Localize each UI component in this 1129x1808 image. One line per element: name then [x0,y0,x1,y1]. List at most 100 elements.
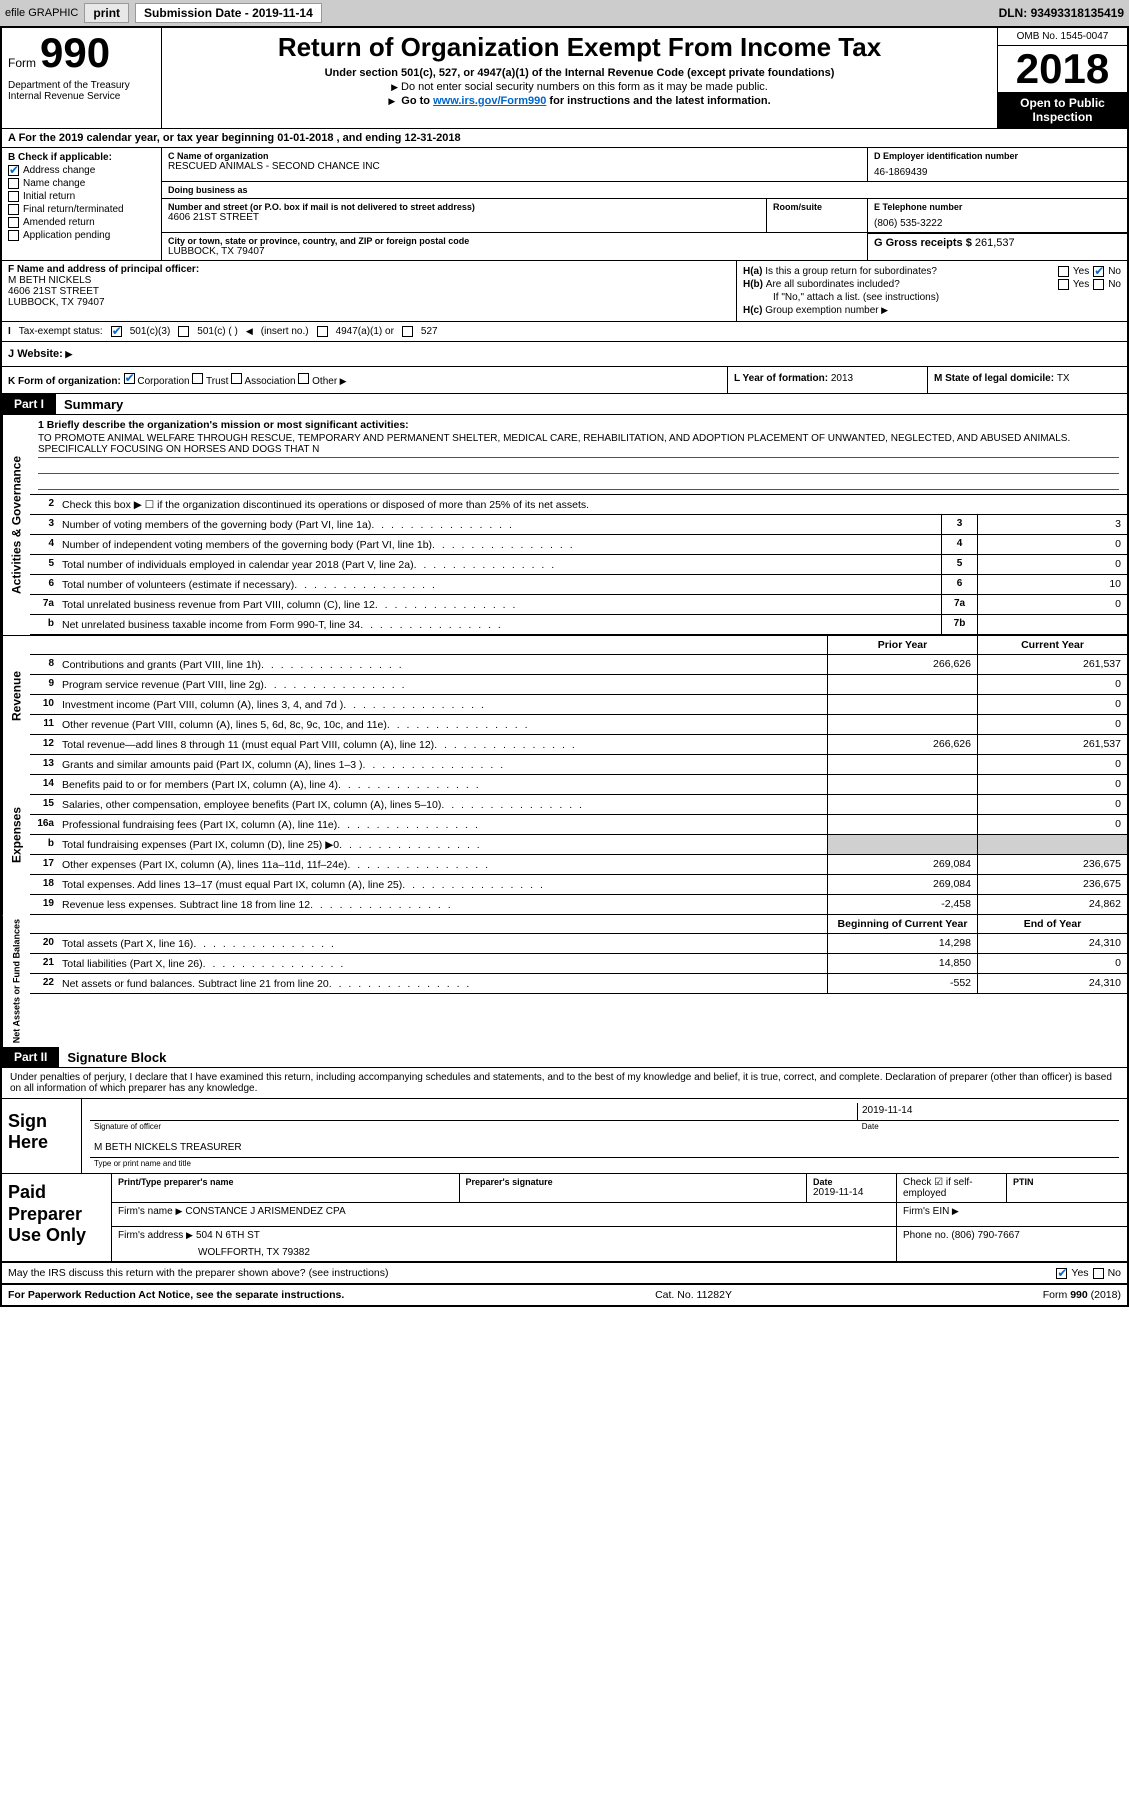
linebox-5: 5 [941,555,977,574]
na-text-21: Total liabilities (Part X, line 26) [58,954,827,973]
527-checkbox[interactable] [402,326,413,337]
rev-curr-10: 0 [977,695,1127,714]
header-middle: Return of Organization Exempt From Incom… [162,28,997,128]
ha-label: H(a) [743,266,762,277]
rev-num-9: 9 [30,675,58,694]
header-right: OMB No. 1545-0047 2018 Open to Public In… [997,28,1127,128]
linenum-4: 4 [30,535,58,554]
chk-label-2: Initial return [23,191,75,202]
501c-checkbox[interactable] [178,326,189,337]
rev-line-9: 9 Program service revenue (Part VIII, li… [30,675,1127,695]
city-value: LUBBOCK, TX 79407 [168,246,861,257]
form-ref: Form 990 (2018) [1043,1289,1121,1301]
dln-label: DLN: [999,6,1031,20]
revenue-section: Revenue Prior Year Current Year 8 Contri… [2,635,1127,755]
discuss-no-checkbox[interactable] [1093,1268,1104,1279]
rev-text-9: Program service revenue (Part VIII, line… [58,675,827,694]
rev-curr-11: 0 [977,715,1127,734]
paid-preparer-label: Paid Preparer Use Only [2,1174,112,1261]
exp-num-14: 14 [30,775,58,794]
part2-title: Signature Block [59,1050,166,1065]
form-word: Form [8,56,36,70]
opt-corp: Corporation [137,376,189,387]
checkbox-initial-return[interactable] [8,191,19,202]
4947-checkbox[interactable] [317,326,328,337]
checkbox-app-pending[interactable] [8,230,19,241]
linenum-3: 3 [30,515,58,534]
opt-4947: 4947(a)(1) or [336,326,394,337]
ein-label: D Employer identification number [874,151,1121,161]
print-button[interactable]: print [84,3,129,23]
other-checkbox[interactable] [298,373,309,384]
submission-label: Submission Date - [144,6,252,20]
checkbox-address-change[interactable] [8,165,19,176]
city-label: City or town, state or province, country… [168,236,861,246]
phone-value: (806) 535-3222 [874,218,1121,229]
exp-line-18: 18 Total expenses. Add lines 13–17 (must… [30,875,1127,895]
current-year-hdr: Current Year [977,636,1127,654]
eoy-hdr: End of Year [977,915,1127,933]
exp-line-19: 19 Revenue less expenses. Subtract line … [30,895,1127,915]
exp-curr-16a: 0 [977,815,1127,834]
cat-no: Cat. No. 11282Y [655,1289,732,1301]
form-number: 990 [40,32,110,74]
exp-line-16a: 16a Professional fundraising fees (Part … [30,815,1127,835]
officer-signature-field[interactable] [90,1103,857,1120]
exp-prior-14 [827,775,977,794]
discuss-yes-checkbox[interactable] [1056,1268,1067,1279]
firm-name-label: Firm's name [118,1206,173,1217]
exp-prior-13 [827,755,977,774]
checkbox-amended[interactable] [8,217,19,228]
org-name-cell: C Name of organization RESCUED ANIMALS -… [162,148,867,181]
irs-link[interactable]: www.irs.gov/Form990 [433,95,546,107]
linetext-6: Total number of volunteers (estimate if … [58,575,941,594]
section-b: B Check if applicable: Address change Na… [2,148,162,260]
efile-graphic-label: efile GRAPHIC [5,7,78,19]
footer-row: For Paperwork Reduction Act Notice, see … [2,1285,1127,1305]
trust-checkbox[interactable] [192,373,203,384]
corp-checkbox[interactable] [124,373,135,384]
rev-text-8: Contributions and grants (Part VIII, lin… [58,655,827,674]
room-cell: Room/suite [767,199,867,232]
na-line-21: 21 Total liabilities (Part X, line 26) 1… [30,954,1127,974]
i-label: I [8,326,11,337]
j-text: Website: [17,348,72,360]
exp-text-15: Salaries, other compensation, employee b… [58,795,827,814]
hb-yes-label: Yes [1073,279,1089,290]
exp-num-19: 19 [30,895,58,914]
firm-city: WOLFFORTH, TX 79382 [118,1247,890,1258]
opt-other: Other [312,376,346,387]
ha-no-checkbox[interactable] [1093,266,1104,277]
exp-line-17: 17 Other expenses (Part IX, column (A), … [30,855,1127,875]
rev-line-11: 11 Other revenue (Part VIII, column (A),… [30,715,1127,735]
sidebar-activities: Activities & Governance [2,415,30,635]
goto-prefix: Go to [401,95,433,107]
checkbox-final-return[interactable] [8,204,19,215]
lineval-5: 0 [977,555,1127,574]
netassets-section: Net Assets or Fund Balances Beginning of… [2,915,1127,1047]
linebox-7b: 7b [941,615,977,634]
hb-no-checkbox[interactable] [1093,279,1104,290]
rev-num-11: 11 [30,715,58,734]
opt-527: 527 [421,326,438,337]
section-b-title: B Check if applicable: [8,152,155,163]
part1-title: Summary [56,397,123,412]
501c3-checkbox[interactable] [111,326,122,337]
ptin-label: PTIN [1013,1177,1121,1187]
hb-yes-checkbox[interactable] [1058,279,1069,290]
prep-date: 2019-11-14 [813,1187,890,1198]
ha-yes-checkbox[interactable] [1058,266,1069,277]
exp-prior-16a [827,815,977,834]
exp-text-14: Benefits paid to or for members (Part IX… [58,775,827,794]
exp-text-16a: Professional fundraising fees (Part IX, … [58,815,827,834]
checkbox-name-change[interactable] [8,178,19,189]
exp-num-13: 13 [30,755,58,774]
section-j: J Website: [2,342,1127,367]
lineval-3: 3 [977,515,1127,534]
signature-intro: Under penalties of perjury, I declare th… [2,1068,1127,1099]
linebox-3: 3 [941,515,977,534]
goto-line: Go to www.irs.gov/Form990 for instructio… [170,95,989,107]
paperwork-notice: For Paperwork Reduction Act Notice, see … [8,1289,344,1301]
goto-suffix: for instructions and the latest informat… [546,95,770,107]
assoc-checkbox[interactable] [231,373,242,384]
